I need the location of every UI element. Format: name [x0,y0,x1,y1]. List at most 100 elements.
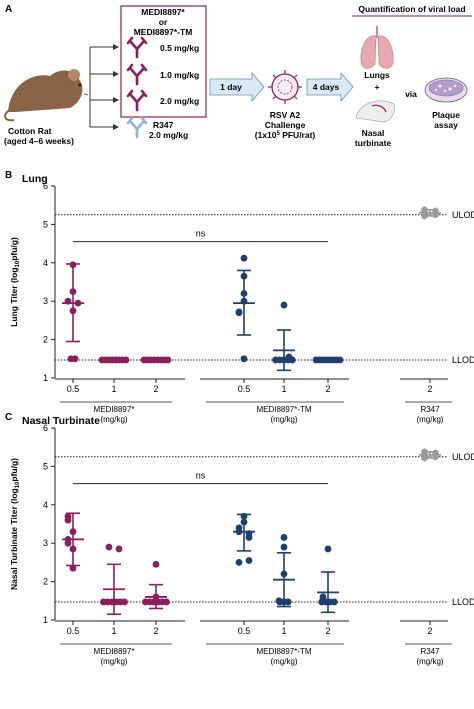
antibody-icon [126,116,148,139]
group-units: (mg/kg) [270,657,297,666]
significance-label: ns [196,471,206,481]
group-label: MEDI8897*-TM [256,405,311,414]
group-label: MEDI8897* [94,405,135,414]
x-tick-label: 0.5 [67,626,80,636]
animal-label-line2: (aged 4–6 weeks) [4,136,74,146]
y-tick-label: 6 [43,181,48,191]
x-tick-label: 2 [153,626,158,636]
group-units: (mg/kg) [416,657,443,666]
data-group [62,261,84,363]
x-tick-label: 2 [427,626,432,636]
data-point [122,356,130,364]
data-point [280,543,288,551]
y-tick-label: 2 [43,335,48,345]
data-point [64,539,72,547]
y-tick-label: 6 [43,423,48,433]
nasal-label-line1: Nasal [362,128,385,138]
group-label: R347 [420,647,440,656]
data-group [142,560,170,610]
significance-label: ns [196,229,206,239]
data-point [324,545,332,553]
data-point [289,356,296,364]
reference-label-llod: LLOD [452,597,474,607]
via-label: via [405,89,417,99]
x-tick-label: 1 [281,626,286,636]
data-point [235,309,243,317]
data-point [235,559,243,566]
reference-label-ulod: ULOD [452,210,474,220]
arrow-1-label: 1 day [220,82,242,92]
data-group [317,545,339,614]
data-point [164,356,172,364]
y-tick-label: 3 [43,538,48,548]
data-point [64,516,72,524]
data-point [280,301,288,309]
x-tick-label: 2 [325,626,330,636]
data-point [240,355,248,363]
challenge-line1: RSV A2 [270,110,301,120]
y-tick-label: 2 [43,577,48,587]
dose-label-0: 0.5 mg/kg [160,43,199,53]
data-point [330,598,338,606]
antibody-icon [126,63,148,86]
quant-title: Quantification of viral load [358,4,465,14]
nasal-icon [355,100,395,123]
data-group [233,254,255,363]
data-point [163,598,170,606]
animal-label-line1: Cotton Rat [8,126,52,136]
chart-title: Lung [22,173,48,185]
x-tick-label: 1 [111,384,116,394]
plaque-label-line1: Plaque [432,110,460,120]
data-group [100,543,128,616]
box-title-line2: or [159,17,168,27]
antibody-icon [126,36,148,59]
rat-icon [4,69,89,122]
arrow-2-label: 4 days [313,82,340,92]
panel-c-chart: Nasal Turbinate 1 2 3 4 5 6 Nasal Turbinate Tit… [9,415,474,666]
data-point [69,564,77,572]
data-point [336,356,344,364]
x-tick-label: 2 [325,384,330,394]
reference-label-ulod: ULOD [452,452,474,462]
dose-label-1: 1.0 mg/kg [160,70,199,80]
lungs-icon [360,26,394,69]
x-tick-label: 1 [111,626,116,636]
panel-a-letter: A [5,4,12,15]
box-title-line1: MEDI8897* [141,7,185,17]
arrow-4-days [306,71,354,103]
challenge-line2: Challenge [265,120,306,130]
x-tick-label: 1 [281,384,286,394]
x-tick-label: 2 [153,384,158,394]
box-title-line3: MEDI8897*-TM [134,27,193,37]
virus-icon [268,70,302,104]
data-group [140,356,172,364]
data-point [245,557,253,564]
y-axis-label: Nasal Turbinate Titer (log10pfu/g) [9,458,21,590]
y-tick-label: 4 [43,258,48,268]
x-tick-label: 0.5 [238,384,251,394]
data-group [273,534,295,608]
y-tick-label: 1 [43,615,48,625]
data-group [98,356,130,364]
data-point [115,545,123,553]
reference-label-llod: LLOD [452,355,474,365]
data-point [71,355,79,363]
group-label: MEDI8897*-TM [256,647,311,656]
control-name: R347 [153,120,174,130]
control-dose: 2.0 mg/kg [149,130,188,140]
group-units: (mg/kg) [100,415,127,424]
arrow-1-day [209,71,265,103]
y-tick-label: 5 [43,461,48,471]
lungs-label: Lungs [364,70,390,80]
y-tick-label: 5 [43,219,48,229]
data-group [312,356,344,364]
data-point [284,598,292,606]
data-group [419,448,441,462]
x-tick-label: 2 [427,384,432,394]
dose-label-2: 2.0 mg/kg [160,96,199,106]
group-units: (mg/kg) [416,415,443,424]
data-group [233,512,255,566]
data-group [62,512,84,572]
x-tick-label: 0.5 [238,626,251,636]
